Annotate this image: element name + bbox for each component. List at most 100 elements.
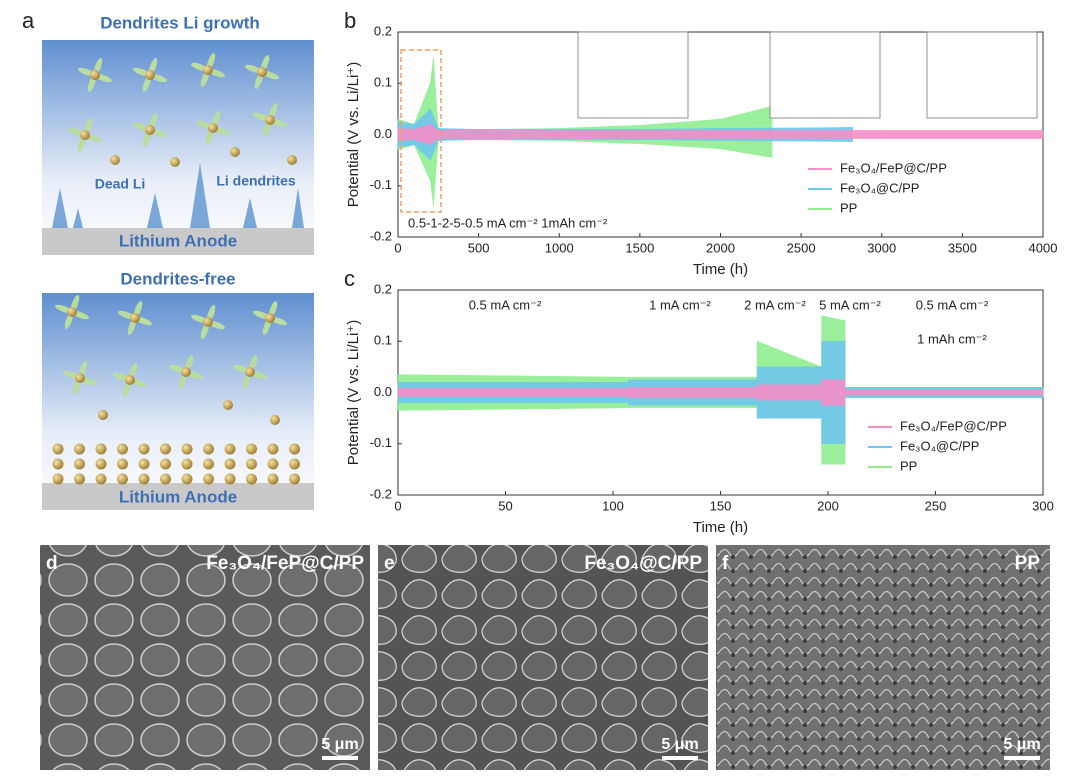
y-tick-label: 0.0: [374, 384, 392, 399]
panel-label: b: [344, 8, 356, 33]
x-tick-label: 250: [925, 498, 947, 513]
panel-label: d: [46, 553, 58, 574]
y-tick-label: 0.0: [374, 126, 392, 141]
li-ball: [203, 458, 214, 470]
x-tick-label: 1500: [625, 240, 654, 255]
li-ball: [289, 458, 300, 470]
li-ball: [74, 443, 85, 455]
voltage-band: [397, 123, 1044, 146]
sem-image: [40, 545, 370, 770]
sem-label: Fe₃O₄@C/PP: [584, 553, 702, 574]
li-ball: [224, 473, 236, 485]
anode: [42, 228, 314, 255]
li-ball: [181, 473, 193, 485]
x-tick-label: 0: [394, 498, 401, 513]
li-ball: [138, 458, 150, 470]
schematic-label: Dead Li: [95, 176, 146, 192]
panel-label: a: [22, 8, 35, 33]
x-tick-label: 500: [468, 240, 490, 255]
li-ball: [80, 130, 90, 140]
li-ball: [67, 307, 77, 317]
x-tick-label: 3000: [867, 240, 896, 255]
sem-label: PP: [1015, 553, 1041, 574]
li-ball: [246, 443, 257, 455]
li-ball: [224, 458, 236, 470]
annotation: 5 mA cm⁻²: [819, 297, 881, 312]
schematic-title: Dendrites Li growth: [100, 13, 260, 32]
dendrite: [243, 198, 257, 228]
y-tick-label: -0.2: [370, 228, 392, 243]
x-tick-label: 150: [710, 498, 732, 513]
dendrite: [190, 163, 210, 228]
annotation: 1 mA cm⁻²: [649, 297, 711, 312]
li-ball: [95, 473, 107, 485]
anode-label: Lithium Anode: [119, 231, 237, 250]
li-ball: [208, 123, 218, 133]
y-tick-label: 0.2: [374, 281, 392, 296]
li-ball: [246, 458, 257, 470]
li-ball: [224, 443, 236, 455]
li-ball: [267, 443, 279, 455]
li-ball: [246, 473, 257, 485]
legend-label: Fe₃O₄/FeP@C/PP: [900, 418, 1007, 433]
annotation: 0.5 mA cm⁻²: [916, 297, 989, 312]
li-ball: [95, 458, 107, 470]
li-ball: [270, 415, 280, 425]
li-ball: [257, 67, 267, 77]
li-ball: [74, 458, 85, 470]
li-ball: [117, 473, 128, 485]
li-ball: [203, 317, 213, 327]
scale-bar-label: 5 μm: [1003, 736, 1040, 753]
li-ball: [52, 473, 64, 485]
legend-label: PP: [840, 200, 857, 215]
li-ball: [75, 373, 85, 383]
legend-label: Fe₃O₄@C/PP: [840, 180, 919, 195]
inset-frame: [577, 31, 689, 119]
schematic-label: Li dendrites: [216, 173, 296, 189]
legend-label: PP: [900, 458, 917, 473]
li-ball: [145, 125, 155, 135]
li-ball: [90, 70, 100, 80]
y-tick-label: -0.2: [370, 486, 392, 501]
li-ball: [138, 473, 150, 485]
li-ball: [203, 473, 214, 485]
x-tick-label: 0: [394, 240, 401, 255]
x-tick-label: 300: [1032, 498, 1054, 513]
scale-bar: [662, 756, 698, 760]
legend-label: Fe₃O₄/FeP@C/PP: [840, 160, 947, 175]
li-ball: [110, 155, 120, 165]
li-ball: [145, 70, 155, 80]
y-axis-label: Potential (V vs. Li/Li⁺): [345, 62, 362, 207]
li-ball: [203, 65, 213, 75]
x-tick-label: 200: [817, 498, 839, 513]
panel-label: f: [722, 553, 729, 574]
schematic-decor: [52, 53, 304, 485]
li-ball: [245, 367, 255, 377]
li-ball: [203, 443, 214, 455]
x-tick-label: 3500: [948, 240, 977, 255]
li-ball: [160, 473, 171, 485]
anode-label: Lithium Anode: [119, 487, 237, 506]
x-tick-label: 100: [602, 498, 624, 513]
annotation: 0.5-1-2-5-0.5 mA cm⁻² 1mAh cm⁻²: [408, 215, 608, 230]
x-tick-label: 50: [498, 498, 512, 513]
schematic-title: Dendrites-free: [120, 269, 235, 288]
sem-image: [716, 545, 1050, 770]
voltage-band: [397, 379, 1044, 406]
dendrite: [73, 208, 83, 228]
x-tick-label: 2000: [706, 240, 735, 255]
li-ball: [138, 443, 150, 455]
annotation: 1 mAh cm⁻²: [917, 331, 987, 346]
sem-label: Fe₃O₄/FeP@C/PP: [206, 553, 364, 574]
anode: [42, 483, 314, 510]
inset-frame: [769, 31, 881, 119]
li-ball: [52, 443, 64, 455]
scale-bar: [1004, 756, 1040, 760]
li-ball: [181, 458, 193, 470]
dendrite: [147, 193, 163, 228]
li-ball: [160, 458, 171, 470]
li-ball: [95, 443, 107, 455]
y-tick-label: -0.1: [370, 435, 392, 450]
li-ball: [74, 473, 85, 485]
